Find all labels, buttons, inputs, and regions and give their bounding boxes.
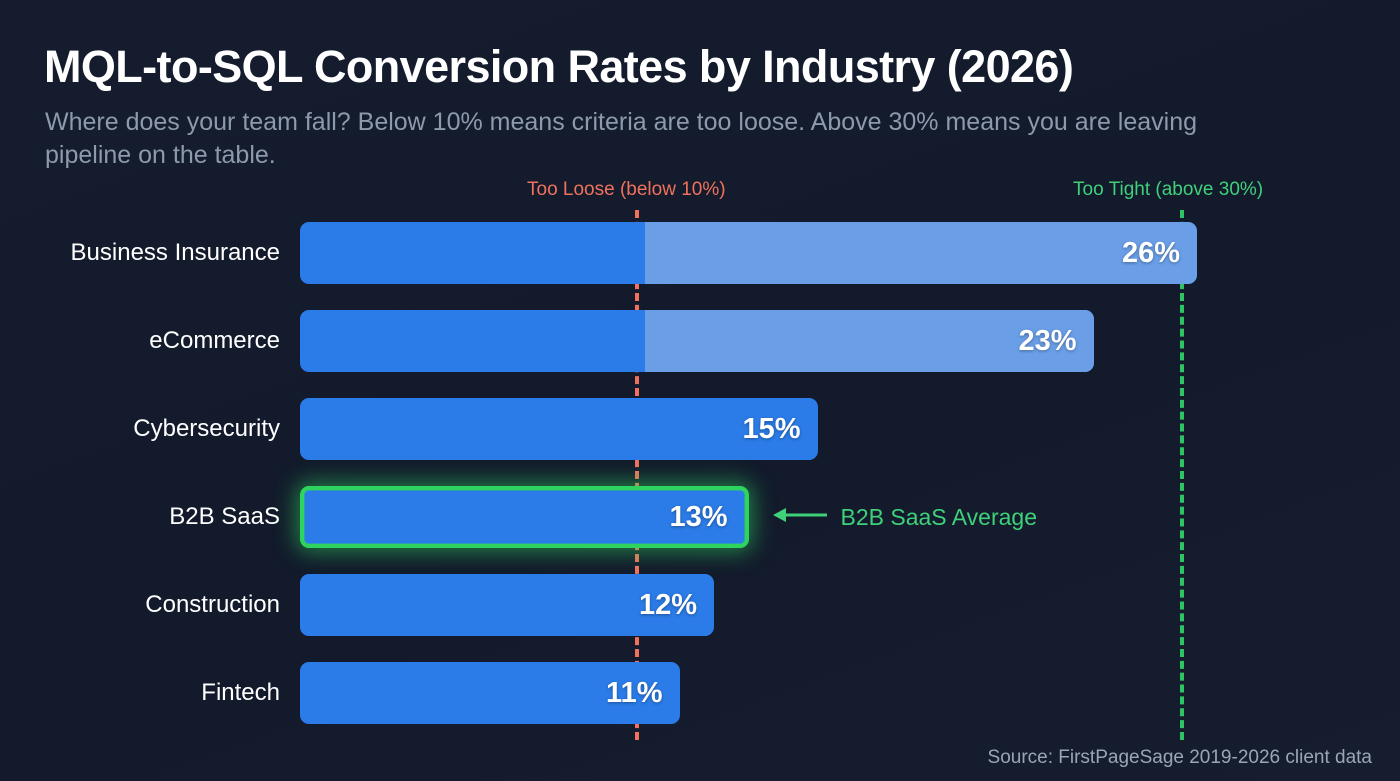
chart-subtitle: Where does your team fall? Below 10% mea… xyxy=(45,108,1198,169)
threshold-label-too-loose: Too Loose (below 10%) xyxy=(527,179,726,200)
bar-row: Fintech 11% xyxy=(0,662,1400,724)
category-label: Construction xyxy=(145,591,280,618)
bar[interactable]: 11% xyxy=(300,662,680,724)
threshold-label-too-tight: Too Tight (above 30%) xyxy=(1073,179,1264,200)
bar-value-label: 11% xyxy=(606,677,663,709)
bar-value-label: 26% xyxy=(1121,237,1180,269)
bar-value-label: 23% xyxy=(1018,325,1077,357)
bar-value-label: 13% xyxy=(669,501,728,533)
source-note: Source: FirstPageSage 2019-2026 client d… xyxy=(987,747,1372,768)
category-label: B2B SaaS xyxy=(169,503,280,530)
category-label: Cybersecurity xyxy=(133,415,280,442)
bar[interactable]: 23% xyxy=(300,310,1094,372)
category-label: Fintech xyxy=(201,679,280,706)
arrow-left-icon xyxy=(772,506,829,529)
bar[interactable]: 26% xyxy=(300,222,1197,284)
threshold-line-too-tight xyxy=(1180,210,1184,740)
bar-segment-above-threshold xyxy=(645,222,1197,284)
bar-row: Business Insurance 26% xyxy=(0,222,1400,284)
threshold-line-too-loose xyxy=(635,210,639,740)
annotation-callout: B2B SaaS Average xyxy=(772,486,1038,548)
page-title: MQL-to-SQL Conversion Rates by Industry … xyxy=(44,41,1074,92)
bar-row: Construction 12% xyxy=(0,574,1400,636)
bar-highlighted[interactable]: 13% xyxy=(300,486,749,548)
category-label: Business Insurance xyxy=(70,239,280,266)
category-label: eCommerce xyxy=(149,327,280,354)
annotation-text: B2B SaaS Average xyxy=(840,503,1038,530)
bar-segment-above-threshold xyxy=(645,310,1094,372)
bar-row: Cybersecurity 15% xyxy=(0,398,1400,460)
bar-value-label: 12% xyxy=(638,589,697,621)
bar[interactable]: 12% xyxy=(300,574,714,636)
bar[interactable]: 15% xyxy=(300,398,818,460)
bar-row: eCommerce 23% xyxy=(0,310,1400,372)
bar-value-label: 15% xyxy=(742,413,801,445)
bar-row: B2B SaaS 13% B2B SaaS Average xyxy=(0,486,1400,548)
